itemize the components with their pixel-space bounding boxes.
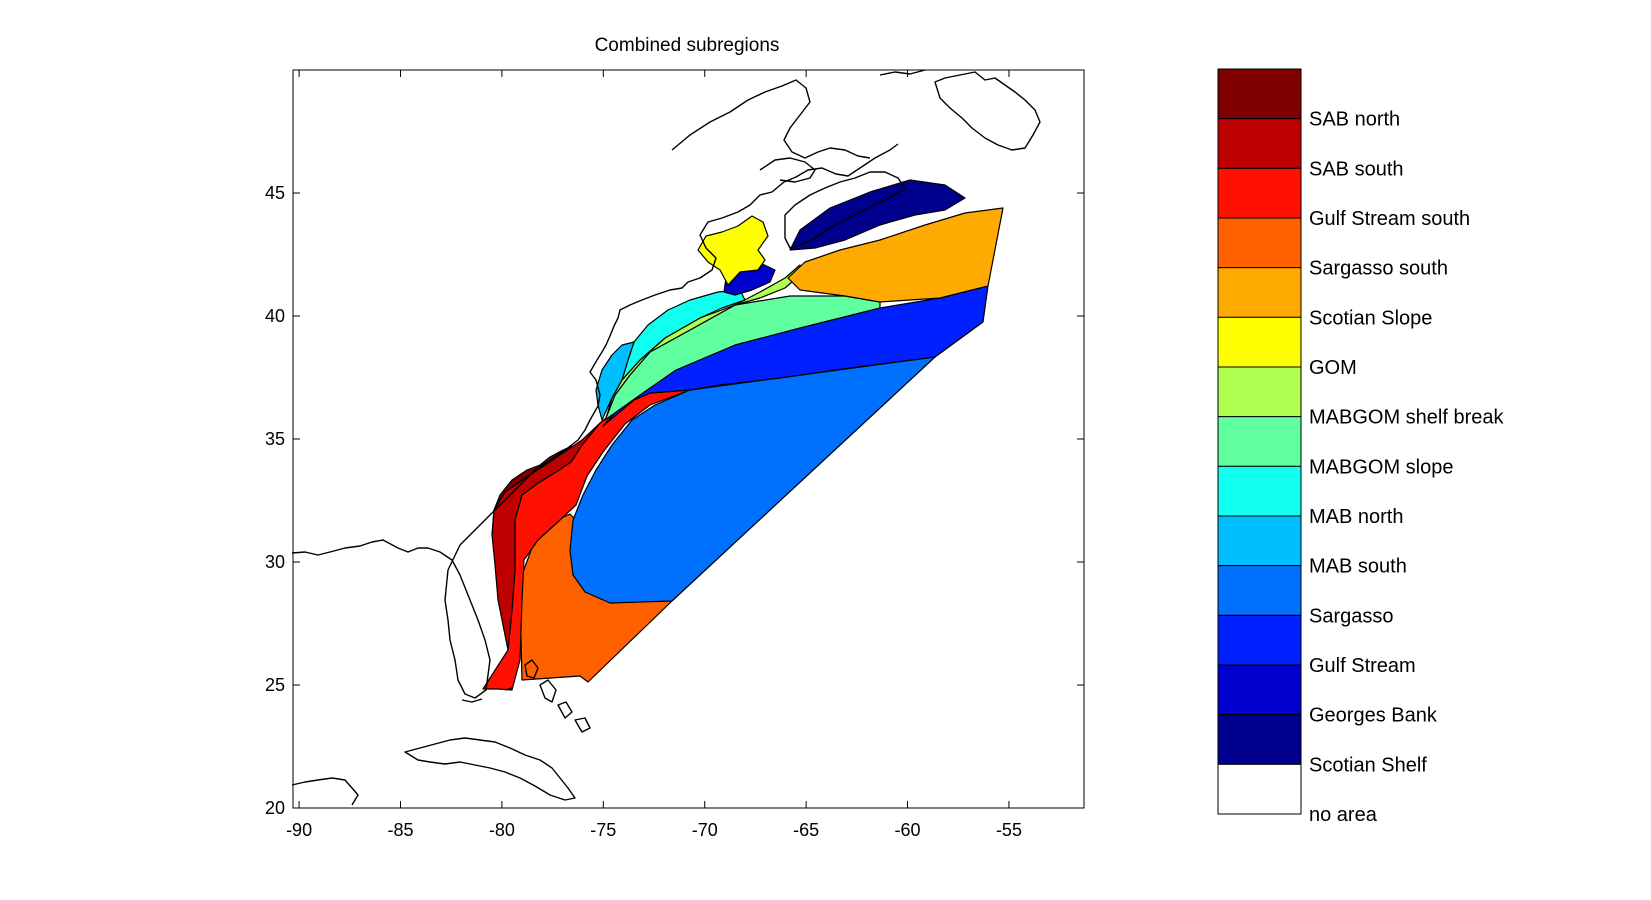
x-tick-label: -70 [692,820,718,840]
region-scotian-shelf [789,179,966,251]
y-tick-label: 45 [265,183,285,203]
colorbar-swatch [1217,664,1302,716]
nova-scotia-coast [784,171,906,249]
colorbar-swatch [1217,416,1302,467]
colorbar-label: GOM [1309,357,1357,379]
colorbar-frame [1217,68,1302,815]
map-title: Combined subregions [595,35,780,56]
colorbar-swatch [1217,68,1302,120]
colorbar-label: SAB north [1309,109,1400,131]
x-tick-label: -80 [489,820,515,840]
colorbar-label: no area [1309,804,1378,826]
x-tick-label: -75 [590,820,616,840]
colorbar-swatch [1217,366,1302,418]
colorbar-swatch [1217,714,1302,765]
y-tick-label: 20 [265,798,285,818]
labrador-coast [879,69,926,76]
yucatan-coast [291,777,359,806]
us-east-coast [291,143,899,699]
colorbar-label: Scotian Shelf [1309,754,1427,776]
region-mab-south [595,341,635,421]
colorbar-label: MAB south [1309,556,1407,578]
quebec-coast [671,79,871,159]
coastlines [291,69,1041,806]
newfoundland-coast [934,71,1041,151]
region-polygons [482,179,1004,691]
colorbar-swatch [1217,167,1302,219]
x-axis-ticks: -90 -85 -80 -75 -70 -65 -60 -55 [286,70,1022,840]
colorbar-label: Gulf Stream [1309,655,1416,677]
colorbar-swatch [1217,763,1302,815]
map-axes: -90 -85 -80 -75 -70 -65 -60 -55 20 25 30 35 40 45 [265,69,1085,840]
x-tick-label: -55 [996,820,1022,840]
x-tick-label: -90 [286,820,312,840]
region-scotian-slope [787,207,1004,303]
colorbar: SAB north SAB south Gulf Stream south Sarga… [1217,68,1505,826]
colorbar-label: Sargasso [1309,605,1394,627]
colorbar-swatch [1217,217,1302,269]
colorbar-label: Gulf Stream south [1309,208,1470,230]
cuba-coast [404,737,576,801]
colorbar-label: MABGOM shelf break [1309,407,1505,429]
colorbar-label: Scotian Slope [1309,307,1432,329]
y-axis-ticks: 20 25 30 35 40 45 [265,183,1084,818]
colorbar-swatch [1217,118,1302,169]
gaspe-coast [759,157,816,183]
colorbar-swatch [1217,316,1302,368]
colorbar-swatch [1217,565,1302,616]
x-tick-label: -60 [895,820,921,840]
colorbar-label: SAB south [1309,158,1404,180]
x-tick-label: -65 [793,820,819,840]
colorbar-label: Sargasso south [1309,258,1448,280]
y-tick-label: 25 [265,675,285,695]
y-tick-label: 35 [265,429,285,449]
region-sab-north [491,445,573,536]
bahamas-islands [524,659,591,733]
colorbar-swatch [1217,465,1302,517]
keys-islands [461,687,513,703]
y-tick-label: 40 [265,306,285,326]
colorbar-swatch [1217,515,1302,567]
region-sargasso [569,356,936,604]
colorbar-label: MABGOM slope [1309,456,1453,478]
y-tick-label: 30 [265,552,285,572]
colorbar-swatch [1217,267,1302,318]
colorbar-label: Georges Bank [1309,705,1438,727]
x-tick-label: -85 [387,820,413,840]
colorbar-swatch [1217,614,1302,666]
region-gom [697,215,769,286]
colorbar-label: MAB north [1309,506,1403,528]
